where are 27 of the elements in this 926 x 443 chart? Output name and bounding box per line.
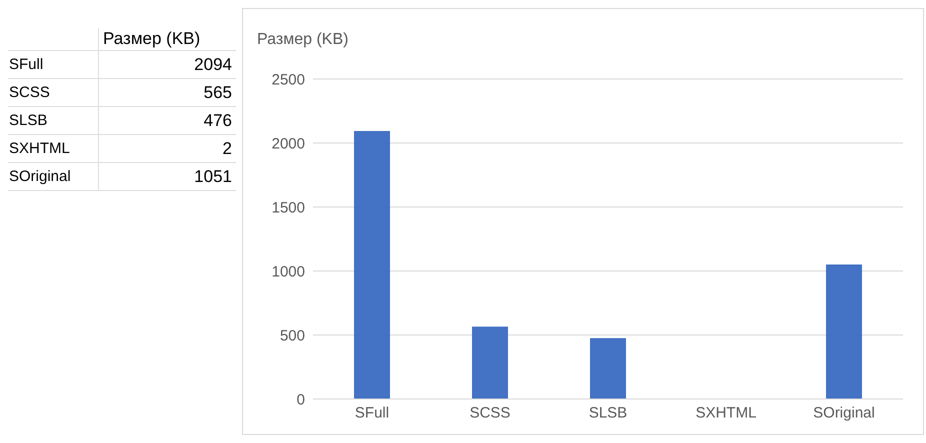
- data-label: 2: [222, 138, 233, 160]
- category-label: SFull: [8, 50, 98, 78]
- category-label: SOriginal: [8, 162, 98, 190]
- y-tick-label: 2500: [272, 71, 305, 88]
- category-label: SLSB: [8, 106, 98, 134]
- data-label: 1051: [193, 166, 233, 188]
- bar: [354, 130, 390, 399]
- y-tick-label: 1000: [272, 263, 305, 280]
- x-tick-label: SXHTML: [696, 404, 756, 422]
- x-tick-label: SOriginal: [813, 404, 875, 422]
- bar: [826, 264, 862, 399]
- data-label: 565: [202, 82, 233, 104]
- bar: [472, 326, 508, 399]
- x-tick-label: SFull: [354, 404, 390, 422]
- x-tick-label: SCSS: [470, 404, 510, 422]
- chart-title: Размер (KB): [257, 31, 348, 49]
- y-tick-label: 2000: [272, 135, 305, 152]
- data-label: 476: [202, 110, 233, 132]
- data-label: 2094: [193, 54, 233, 76]
- category-label: SXHTML: [8, 134, 98, 162]
- text: Размер (KB): [102, 28, 202, 50]
- x-tick-label: SLSB: [588, 404, 628, 422]
- bar: [590, 338, 626, 399]
- category-label: SCSS: [8, 78, 98, 106]
- y-tick-label: 1500: [272, 199, 305, 216]
- y-tick-label: 0: [296, 391, 305, 408]
- y-tick-label: 500: [280, 327, 305, 344]
